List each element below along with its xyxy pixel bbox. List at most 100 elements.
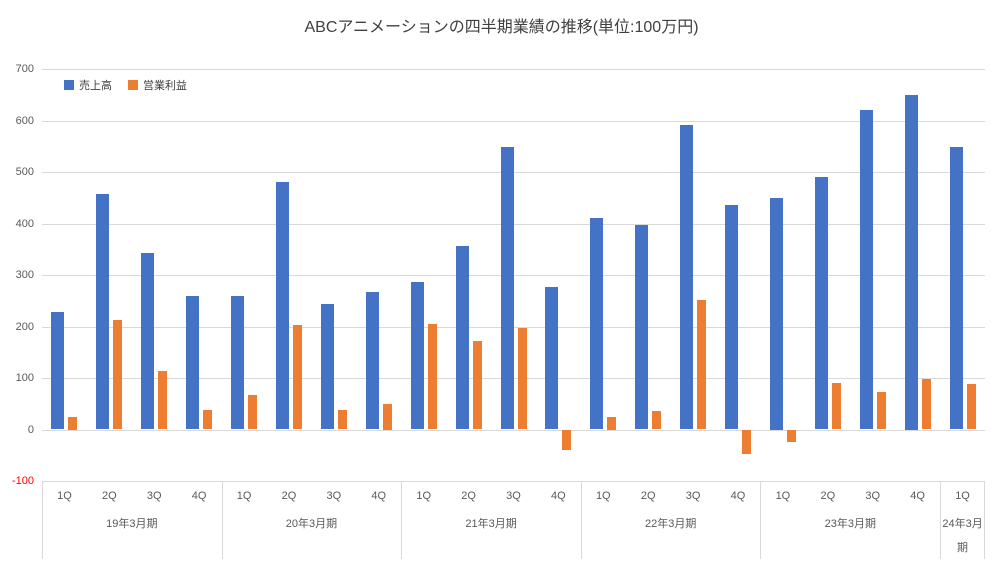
x-tick-quarter-label: 2Q [281,490,297,502]
bar-operating-profit [472,340,482,430]
bar-sales [275,182,289,430]
bar-operating-profit [652,411,662,430]
axis-group-separator [221,481,223,559]
bar-operating-profit [697,299,707,430]
legend-swatch-icon [64,80,74,90]
x-tick-quarter-label: 1Q [57,490,72,502]
bar-sales [365,291,379,430]
bar-sales [141,252,155,430]
gridline [42,429,985,431]
bar-sales [186,295,200,430]
y-tick-label: 0 [27,423,34,436]
bar-operating-profit [786,429,796,443]
x-group-year-label: 24年3月期 [942,518,983,554]
x-tick-quarter-label: 2Q [640,490,656,502]
bar-sales [500,147,514,430]
x-tick-quarter-label: 2Q [820,490,836,502]
gridline [42,326,985,328]
x-axis: 1Q 2Q 3Q 4Q 1Q 2Q 3Q 4Q 1Q 2Q 3Q 4Q 1Q 2Q 3Q 4Q 1Q 2Q 3Q 4Q… [42,481,985,566]
bar-sales [320,304,334,430]
bar-operating-profit [831,383,841,430]
bar-operating-profit [248,394,258,430]
x-tick-quarter-label: 3Q [326,490,342,502]
x-group-year-label: 21年3月期 [465,518,517,530]
bar-operating-profit [158,371,168,430]
bar-sales [410,281,424,430]
gridline [42,172,985,173]
gridline [42,275,985,276]
legend-swatch-icon [128,80,138,90]
x-tick-quarter-label: 4Q [191,490,207,502]
legend-label: 営業利益 [143,80,187,92]
x-tick-quarter-label: 1Q [595,490,611,502]
bar-operating-profit [292,325,302,430]
x-tick-quarter-label: 4Q [371,490,387,502]
chart-title: ABCアニメーションの四半期業績の推移(単位:100万円) [304,19,699,36]
bar-operating-profit [68,416,78,430]
gridline [42,120,985,122]
y-axis: 700 600 500 400 300 200 100 0 -100 [0,63,36,487]
gridline [42,69,985,70]
y-tick-label: 700 [15,63,34,75]
bar-operating-profit [742,429,752,455]
y-tick-label: 300 [15,269,34,281]
x-tick-quarter-label: 3Q [865,490,881,502]
bar-operating-profit [203,409,213,430]
legend-item-sales: 売上高 [64,77,112,93]
bar-sales [725,205,739,430]
x-tick-quarter-label: 4Q [730,490,746,502]
y-tick-label: 200 [15,320,34,333]
bar-operating-profit [876,392,886,430]
bar-operating-profit [607,416,617,430]
plot-area: 売上高 営業利益 [42,69,985,482]
axis-group-separator [580,481,582,559]
bar-operating-profit [517,328,527,430]
bar-operating-profit [113,320,123,430]
x-tick-quarter-label: 1Q [236,490,252,502]
gridline [42,481,985,482]
bar-operating-profit [966,384,976,430]
bar-operating-profit [337,410,347,430]
bar-sales [590,218,604,430]
x-tick-quarter-label: 3Q [146,490,162,502]
x-tick-quarter-label: 1Q [416,490,432,502]
y-tick-label: 400 [15,217,34,230]
bar-sales [231,295,245,430]
bar-sales [949,147,963,430]
y-tick-label: 100 [15,372,34,384]
bar-sales [814,176,828,430]
y-tick-label: 600 [15,114,34,127]
x-tick-quarter-label: 2Q [101,490,117,502]
x-tick-quarter-label: 1Q [775,490,791,502]
axis-group-separator [42,481,43,559]
bar-operating-profit [562,429,572,451]
bar-sales [545,286,559,430]
x-tick-quarter-label: 1Q [955,490,970,502]
bar-operating-profit [382,403,392,430]
axis-group-separator [984,481,985,559]
axis-group-separator [940,481,942,559]
x-group-year-label: 19年3月期 [106,518,158,530]
x-tick-quarter-label: 4Q [551,490,566,502]
gridline [42,223,985,225]
legend: 売上高 営業利益 [64,77,187,93]
bar-sales [51,312,65,430]
legend-item-operating-profit: 営業利益 [128,77,187,93]
y-tick-label: -100 [11,475,34,487]
x-tick-quarter-label: 3Q [685,490,701,502]
axis-group-separator [760,481,762,559]
bar-sales [96,194,110,430]
y-tick-label: 500 [15,166,34,178]
bar-sales [769,197,783,430]
bar-sales [635,224,649,430]
x-group-year-label: 20年3月期 [285,518,338,530]
x-group-year-label: 22年3月期 [644,518,697,530]
x-tick-quarter-label: 4Q [910,490,925,502]
bar-sales [680,124,694,430]
legend-label: 売上高 [79,80,112,92]
bar-sales [859,109,873,430]
x-group-year-label: 23年3月期 [824,518,876,530]
axis-group-separator [401,481,403,559]
bar-sales [904,94,918,430]
